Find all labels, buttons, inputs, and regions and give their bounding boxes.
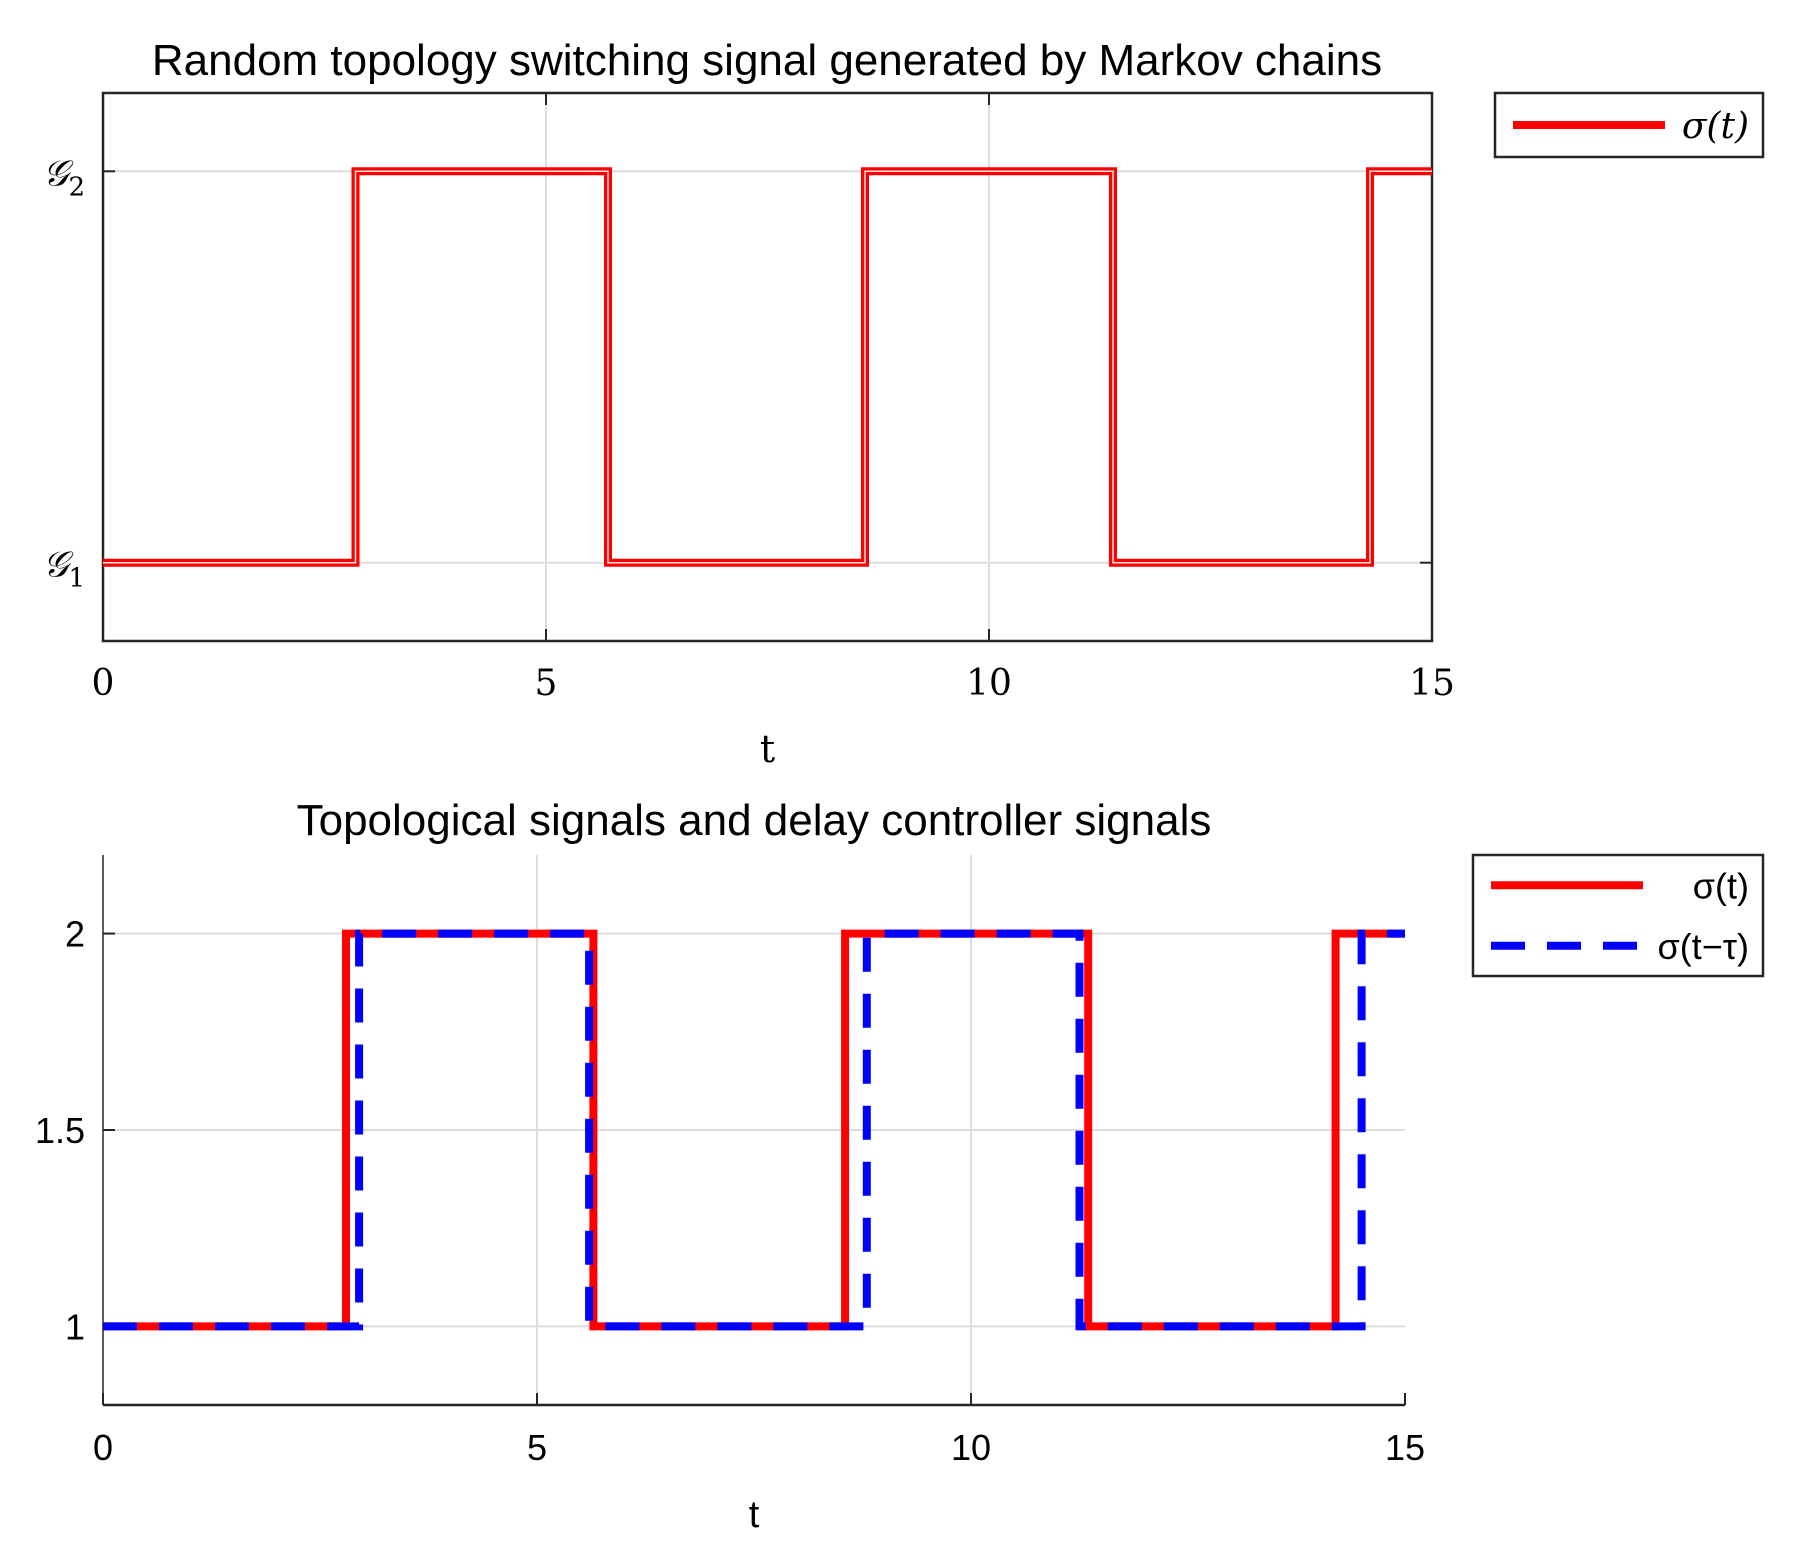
y-tick-label-subscript: 2 [68,172,85,202]
x-tick-label: 15 [1409,663,1455,704]
chart-panel-1: Random topology switching signal generat… [43,36,1765,771]
y-tick-label: 1.5 [35,1110,85,1151]
axes-box [101,91,1434,643]
chart-panel-2: Topological signals and delay controller… [35,796,1765,1536]
chart-title: Topological signals and delay controller… [297,796,1212,845]
legend-entry-label: σ(t) [1682,106,1749,147]
x-tick-label: 10 [951,1427,991,1468]
legend-entry-label: σ(t) [1693,865,1749,906]
x-axis-label: t [749,1494,760,1536]
chart-title: Random topology switching signal generat… [152,36,1382,85]
y-tick-label: 2 [65,914,85,955]
x-tick-label: 0 [92,663,115,704]
x-tick-label: 15 [1385,1427,1425,1468]
legend-entry-label: σ(t−τ) [1658,926,1749,967]
y-tick-label: 𝒢1 [43,545,85,594]
x-tick-label: 10 [966,663,1012,704]
legend-box [1471,853,1765,978]
x-tick-label: 0 [93,1427,113,1468]
x-axis-label: t [760,727,775,771]
y-tick-label-subscript: 1 [68,564,85,594]
legend: σ(t) σ(t−τ) [1471,853,1765,978]
legend: σ(t) [1493,91,1765,159]
series-line-2 [103,929,1405,1331]
series-line-highlight [103,170,1432,564]
plot-area [103,93,1432,641]
y-tick-label: 𝒢2 [43,153,85,202]
y-tick-label: 1 [65,1306,85,1347]
series-line-1 [103,929,1405,1331]
x-tick-label: 5 [535,663,558,704]
x-tick-label: 5 [527,1427,547,1468]
